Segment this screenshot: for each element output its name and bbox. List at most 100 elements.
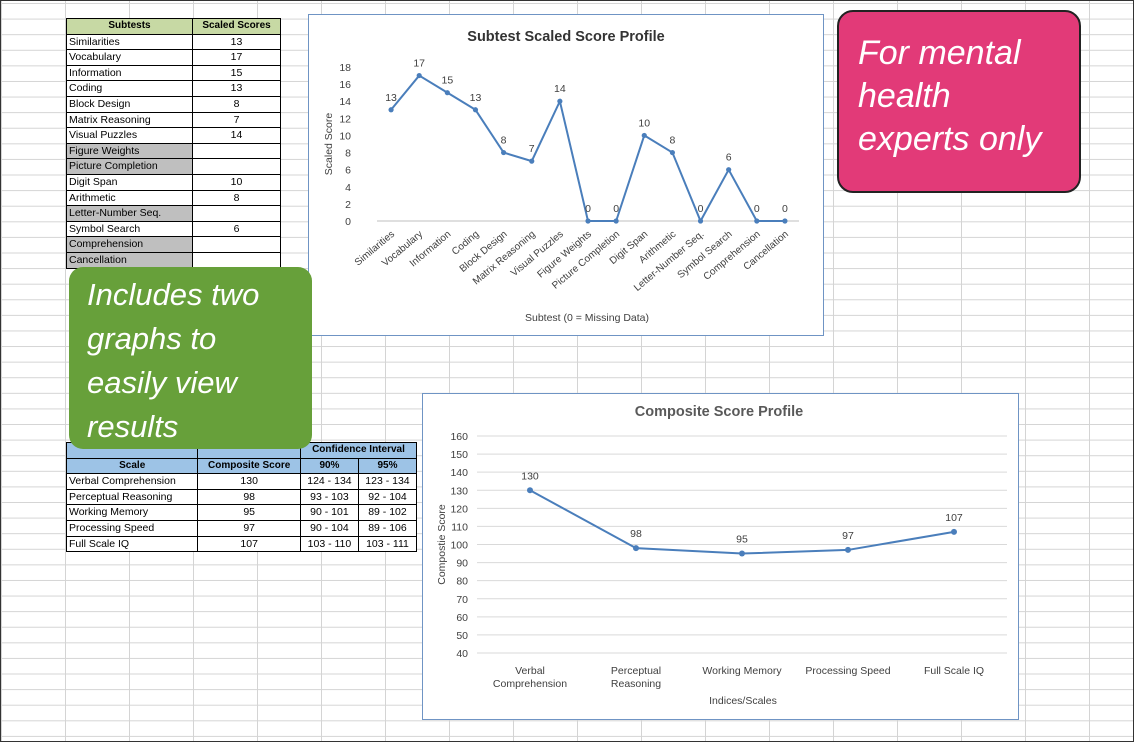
ci95-cell[interactable]: 89 - 102 (357, 504, 418, 521)
subtest-name-cell[interactable]: Cancellation (66, 251, 193, 269)
table-row: Information 15 (66, 64, 281, 82)
composite-score-cell[interactable]: 95 (197, 504, 301, 521)
scaled-score-cell[interactable] (192, 236, 281, 253)
data-label: 17 (413, 58, 425, 70)
data-point (613, 218, 619, 224)
scaled-score-cell[interactable]: 13 (192, 80, 281, 97)
data-label: 0 (698, 203, 704, 215)
series-line (390, 74, 785, 224)
scale-name-cell[interactable]: Verbal Comprehension (65, 473, 199, 490)
y-tick-label: 0 (345, 216, 351, 228)
table-row: Visual Puzzles 14 (66, 127, 281, 144)
subtest-name-cell[interactable]: Figure Weights (66, 142, 193, 160)
data-point (754, 218, 760, 224)
two-graphs-callout[interactable]: Includes two graphs to easily view resul… (69, 267, 312, 449)
ci90-cell[interactable]: 93 - 103 (299, 488, 359, 506)
y-tick-label: 18 (339, 62, 351, 74)
subtest-chart[interactable]: Subtest Scaled Score Profile 0 2 4 6 8 10 12 14 1… (308, 14, 824, 336)
data-label: 6 (726, 152, 732, 164)
subtest-chart-svg: Subtest Scaled Score Profile 0 2 4 6 8 10 12 14 1… (323, 29, 799, 324)
y-tick-label: 130 (450, 485, 468, 497)
subtest-name-cell[interactable]: Digit Span (66, 173, 193, 191)
scaled-score-cell[interactable]: 7 (192, 111, 281, 129)
ci95-cell[interactable]: 103 - 111 (357, 535, 418, 553)
data-label: 13 (385, 92, 397, 104)
scale-name-cell[interactable]: Full Scale IQ (65, 535, 199, 553)
y-axis-title: Compostie Score (436, 504, 448, 585)
ci95-cell[interactable]: 92 - 104 (357, 488, 418, 506)
y-tick-label: 50 (456, 630, 468, 642)
composite-score-cell[interactable]: 130 (197, 473, 301, 490)
confidence-interval-header[interactable]: Confidence Interval (299, 442, 418, 459)
y-tick-label: 40 (456, 648, 468, 660)
scaled-score-cell[interactable]: 14 (192, 127, 281, 144)
y-tick-label: 140 (450, 467, 468, 479)
composite-score-header[interactable]: Composite Score (197, 457, 301, 475)
scale-name-cell[interactable]: Perceptual Reasoning (65, 488, 199, 506)
y-tick-label: 4 (345, 182, 351, 194)
scaled-score-cell[interactable]: 17 (192, 49, 281, 66)
table-row: Comprehension (66, 236, 281, 253)
composite-chart[interactable]: Composite Score Profile 40 50 60 70 80 90 100 11… (422, 393, 1019, 720)
ci90-cell[interactable]: 103 - 110 (299, 535, 359, 553)
subtest-name-cell[interactable]: Information (66, 64, 193, 82)
scaled-score-cell[interactable] (192, 251, 281, 269)
subtests-table: Subtests Scaled Scores Similarities 13 Voc… (66, 18, 281, 269)
y-tick-label: 16 (339, 79, 351, 91)
composite-chart-svg: Composite Score Profile 40 50 60 70 80 90 100 11… (436, 404, 1007, 707)
subtest-name-cell[interactable]: Comprehension (66, 236, 193, 253)
scale-name-cell[interactable]: Processing Speed (65, 519, 199, 537)
scaled-score-cell[interactable] (192, 205, 281, 222)
scaled-score-cell[interactable]: 13 (192, 33, 281, 51)
subtest-name-cell[interactable]: Letter-Number Seq. (66, 205, 193, 222)
ci95-cell[interactable]: 89 - 106 (357, 519, 418, 537)
subtest-name-cell[interactable]: Picture Completion (66, 158, 193, 175)
y-tick-label: 120 (450, 503, 468, 515)
ci90-cell[interactable]: 90 - 104 (299, 519, 359, 537)
scaled-score-cell[interactable]: 10 (192, 173, 281, 191)
x-axis-title: Subtest (0 = Missing Data) (525, 312, 649, 324)
y-tick-label: 150 (450, 449, 468, 461)
scale-header[interactable]: Scale (65, 457, 199, 475)
scaled-score-cell[interactable]: 15 (192, 64, 281, 82)
data-label: 0 (613, 203, 619, 215)
data-point (557, 98, 563, 104)
ci95-cell[interactable]: 123 - 134 (357, 473, 418, 490)
experts-only-callout[interactable]: For mental health experts only (837, 10, 1081, 193)
composite-score-cell[interactable]: 107 (197, 535, 301, 553)
ci90-cell[interactable]: 90 - 101 (299, 504, 359, 521)
table-row: Letter-Number Seq. (66, 205, 281, 222)
composite-score-cell[interactable]: 98 (197, 488, 301, 506)
subtest-name-cell[interactable]: Coding (66, 80, 193, 97)
scaled-score-cell[interactable]: 8 (192, 189, 281, 207)
subtests-header[interactable]: Subtests (66, 18, 193, 35)
composite-score-cell[interactable]: 97 (197, 519, 301, 537)
scaled-score-cell[interactable] (192, 158, 281, 175)
y-tick-label: 90 (456, 558, 468, 570)
scaled-score-cell[interactable] (192, 142, 281, 160)
subtest-name-cell[interactable]: Visual Puzzles (66, 127, 193, 144)
ci90-cell[interactable]: 124 - 134 (299, 473, 359, 490)
scaled-score-cell[interactable]: 6 (192, 220, 281, 238)
data-point (444, 90, 450, 96)
ci95-header[interactable]: 95% (357, 457, 418, 475)
chart-title: Subtest Scaled Score Profile (467, 29, 664, 45)
subtest-name-cell[interactable]: Similarities (66, 33, 193, 51)
subtest-name-cell[interactable]: Block Design (66, 95, 193, 113)
data-label: 10 (638, 117, 650, 129)
ci90-header[interactable]: 90% (299, 457, 359, 475)
subtest-name-cell[interactable]: Arithmetic (66, 189, 193, 207)
scaled-scores-header[interactable]: Scaled Scores (192, 18, 281, 35)
scale-name-cell[interactable]: Working Memory (65, 504, 199, 521)
table-row: Working Memory 95 90 - 101 89 - 102 (65, 504, 418, 521)
data-point (585, 218, 591, 224)
subtest-name-cell[interactable]: Matrix Reasoning (66, 111, 193, 129)
x-tick-label: Comprehension (493, 678, 567, 690)
subtest-name-cell[interactable]: Vocabulary (66, 49, 193, 66)
y-tick-label: 8 (345, 148, 351, 160)
scaled-score-cell[interactable]: 8 (192, 95, 281, 113)
subtest-name-cell[interactable]: Symbol Search (66, 220, 193, 238)
y-tick-label: 70 (456, 594, 468, 606)
data-label: 95 (736, 534, 748, 546)
data-point (669, 149, 675, 156)
